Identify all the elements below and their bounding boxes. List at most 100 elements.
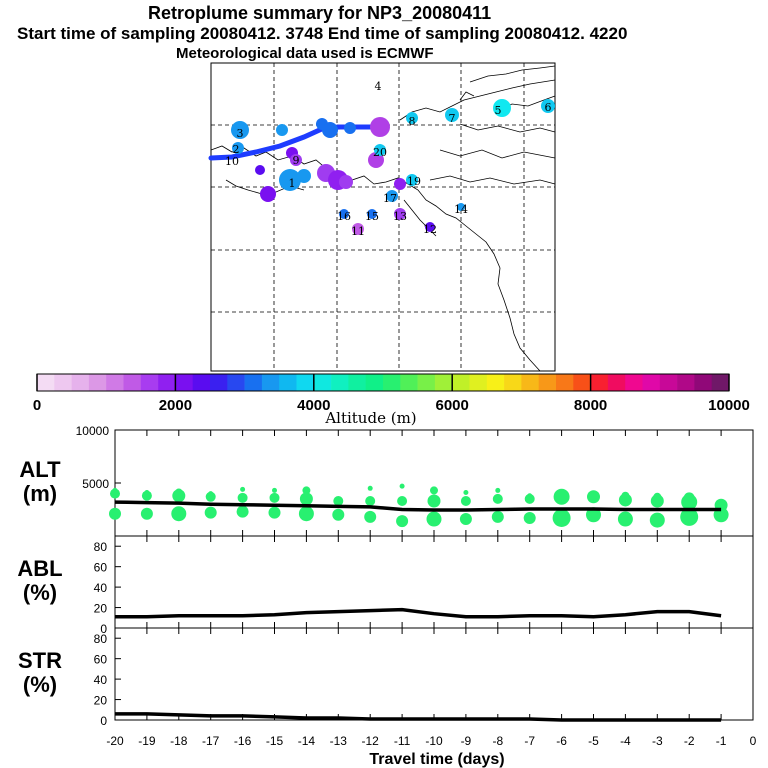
altitude-cluster-point <box>237 492 248 503</box>
x-tick-label: -4 <box>620 734 631 748</box>
x-tick-label: -1 <box>716 734 727 748</box>
panel-frame <box>114 627 754 721</box>
x-tick-label: -9 <box>461 734 472 748</box>
coastline <box>210 65 556 372</box>
plume-cluster-dot <box>279 169 301 191</box>
x-tick-label: -14 <box>298 734 316 748</box>
colorbar-cell <box>158 374 176 391</box>
plume-cluster-dot <box>541 99 555 113</box>
panel-abl: 80 60 40 20 0 ABL(%) <box>17 535 754 636</box>
altitude-cluster-point <box>653 492 662 501</box>
x-tick-label: -17 <box>202 734 220 748</box>
y-tick-label: 0 <box>100 622 107 636</box>
altitude-cluster-point <box>335 497 341 503</box>
colorbar-cell <box>434 374 453 391</box>
x-axis-title: Travel time (days) <box>369 751 504 768</box>
map-label-4: 4 <box>375 80 382 93</box>
x-tick-label: -6 <box>556 734 567 748</box>
colorbar-cell <box>54 374 72 391</box>
altitude-cluster-point <box>427 494 441 508</box>
mean-altitude-line <box>114 500 722 512</box>
colorbar-cell <box>573 374 591 391</box>
plume-cluster-dot <box>290 154 302 166</box>
altitude-cluster-point <box>141 490 152 501</box>
x-tick-label: 0 <box>750 734 757 748</box>
altitude-cluster-point <box>367 485 373 491</box>
colorbar-cell <box>659 374 678 391</box>
altitude-cluster-point <box>109 507 121 520</box>
colorbar-cell <box>313 374 332 391</box>
altitude-cluster-point <box>589 491 598 500</box>
plume-cluster-dot <box>297 169 311 183</box>
plume-cluster-dot <box>344 122 356 134</box>
colorbar-cell <box>452 374 470 391</box>
map-label-8: 8 <box>409 115 416 128</box>
altitude-cluster-point <box>459 513 472 526</box>
plume-cluster-dot <box>445 108 459 122</box>
plume-cluster-dot <box>232 142 244 154</box>
altitude-cluster-point <box>208 491 214 497</box>
colorbar-cell <box>556 374 574 391</box>
map-label-12: 12 <box>423 223 437 236</box>
plume-cluster-dot <box>255 165 265 175</box>
altitude-cluster-point <box>491 510 504 523</box>
colorbar-cell <box>71 374 90 391</box>
altitude-cluster-point <box>140 507 153 520</box>
altitude-cluster-point <box>144 490 150 496</box>
plume-cluster-dot <box>406 112 418 124</box>
map-label-10: 10 <box>225 155 239 168</box>
plume-cluster-dot <box>260 186 276 202</box>
map-label-17: 17 <box>383 192 397 205</box>
colorbar-cell <box>469 374 488 391</box>
plume-cluster-dot <box>352 223 364 235</box>
map-label-15: 15 <box>365 210 379 223</box>
colorbar-cell <box>642 374 661 391</box>
panel-ylabel: (%) <box>23 672 57 697</box>
colorbar-cell <box>400 374 418 391</box>
y-tick-label: 60 <box>94 653 108 667</box>
plume-cluster-dot <box>367 209 377 219</box>
plume-cluster-dot <box>406 174 418 186</box>
colorbar-cell <box>348 374 366 391</box>
altitude-cluster-point <box>268 506 281 519</box>
altitude-cluster-point <box>649 512 665 528</box>
x-tick-label: -3 <box>652 734 663 748</box>
map-label-14: 14 <box>454 203 468 216</box>
colorbar-cell <box>538 374 557 391</box>
altitude-cluster-point <box>174 488 183 497</box>
colorbar-tick-label: 2000 <box>159 397 192 414</box>
panel-ylabel: ABL <box>17 556 62 581</box>
plume-cluster-dot <box>394 178 406 190</box>
colorbar-cell <box>486 374 505 391</box>
colorbar-cell <box>331 374 349 391</box>
map-label-6: 6 <box>545 101 552 114</box>
altitude-cluster-point <box>683 492 695 504</box>
altitude-cluster-point <box>396 515 409 528</box>
colorbar-cell <box>365 374 384 391</box>
colorbar-cell <box>106 374 124 391</box>
map-label-11: 11 <box>351 225 365 238</box>
colorbar-cell <box>417 374 436 391</box>
colorbar-cell <box>625 374 643 391</box>
altitude-cluster-point <box>399 483 405 489</box>
panel-ylabel: ALT <box>19 457 61 482</box>
colorbar-tick-label: 10000 <box>708 397 750 414</box>
colorbar-tick-label: 4000 <box>297 397 330 414</box>
altitude-cluster-point <box>269 492 280 503</box>
altitude-cluster-point <box>524 493 535 504</box>
colorbar-cell <box>37 374 55 391</box>
colorbar-cell <box>677 374 695 391</box>
altitude-cluster-point <box>463 490 469 496</box>
x-tick-label: -18 <box>170 734 188 748</box>
altitude-cluster-point <box>680 507 699 526</box>
map-label-20: 20 <box>373 146 387 159</box>
colorbar-cell <box>123 374 142 391</box>
map-label-9: 9 <box>293 154 300 167</box>
map-label-19: 19 <box>407 175 421 188</box>
colorbar-cell <box>296 374 315 391</box>
colorbar-title: Altitude (m) <box>324 409 416 427</box>
altitude-cluster-point <box>298 506 314 522</box>
altitude-cluster-point <box>397 496 408 507</box>
altitude-cluster-point <box>112 487 118 493</box>
